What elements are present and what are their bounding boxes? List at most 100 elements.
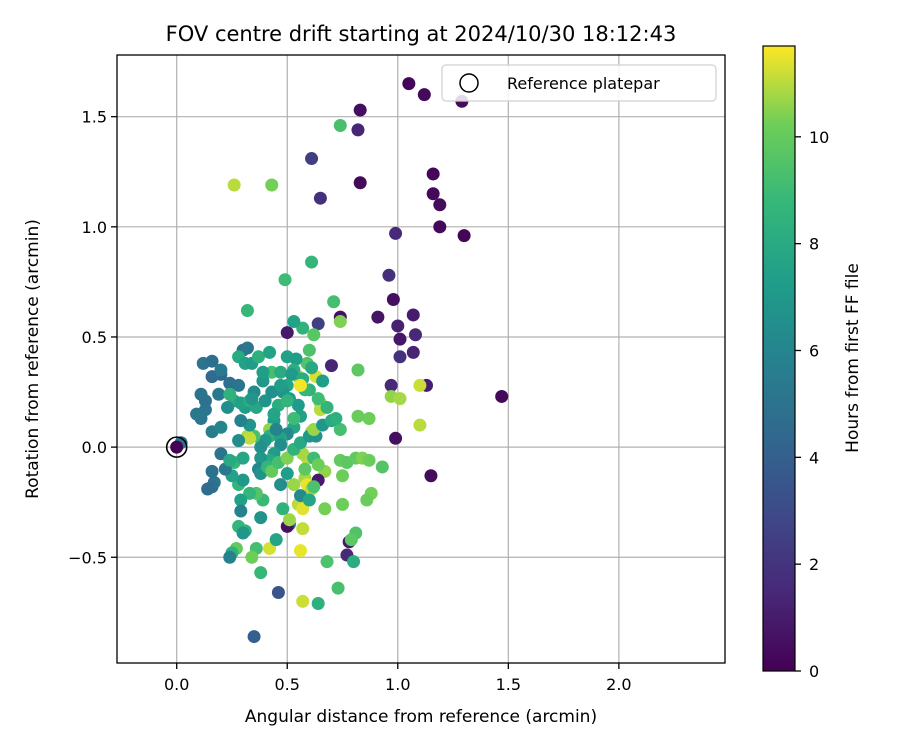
data-point xyxy=(276,502,290,516)
legend-box xyxy=(441,64,717,102)
data-point xyxy=(269,422,283,436)
data-point xyxy=(320,400,334,414)
data-point xyxy=(324,359,338,373)
data-point xyxy=(351,123,365,137)
data-point xyxy=(236,526,250,540)
data-point xyxy=(232,434,246,448)
data-point xyxy=(408,328,422,342)
x-axis-label: Angular distance from reference (arcmin) xyxy=(245,707,597,727)
data-point xyxy=(223,550,237,564)
data-point xyxy=(240,304,254,318)
data-point xyxy=(417,88,431,102)
colorbar-tick-label: 2 xyxy=(809,555,819,574)
data-point xyxy=(234,504,248,518)
data-point xyxy=(320,555,334,569)
data-point xyxy=(227,178,241,192)
data-point xyxy=(258,394,272,408)
data-point xyxy=(311,392,325,406)
data-point xyxy=(294,436,308,450)
data-point xyxy=(280,326,294,340)
y-axis-label: Rotation from reference (arcmin) xyxy=(23,219,43,499)
data-point xyxy=(351,363,365,377)
data-point xyxy=(205,354,219,368)
data-point xyxy=(289,352,303,366)
data-point xyxy=(311,458,325,472)
data-point xyxy=(296,594,310,608)
data-point xyxy=(353,176,367,190)
scatter-points xyxy=(174,77,509,644)
legend-open-circle-icon xyxy=(459,73,479,93)
colorbar-tick-label: 10 xyxy=(809,128,829,147)
data-point xyxy=(254,511,268,525)
data-point xyxy=(287,315,301,329)
colorbar-gradient xyxy=(762,45,796,672)
data-point xyxy=(291,398,305,412)
data-point xyxy=(313,191,327,205)
data-point xyxy=(232,378,246,392)
data-point xyxy=(265,385,279,399)
data-point xyxy=(426,187,440,201)
data-point xyxy=(265,178,279,192)
data-point xyxy=(294,544,308,558)
data-point xyxy=(371,310,385,324)
data-point xyxy=(245,550,259,564)
data-point xyxy=(243,486,257,500)
x-tick-label: 0.5 xyxy=(275,675,300,694)
colorbar-tick-label: 8 xyxy=(809,235,819,254)
reference-marker xyxy=(165,436,188,458)
data-point xyxy=(274,378,288,392)
data-point xyxy=(247,630,261,644)
data-point xyxy=(386,293,400,307)
data-point xyxy=(433,198,447,212)
data-point xyxy=(212,387,226,401)
data-point xyxy=(205,370,219,384)
data-point xyxy=(214,447,228,461)
data-point xyxy=(351,409,365,423)
data-point xyxy=(307,480,321,494)
data-point xyxy=(331,581,345,595)
data-point xyxy=(406,345,420,359)
data-point xyxy=(274,365,288,379)
data-point xyxy=(413,418,427,432)
data-point xyxy=(254,566,268,580)
data-point xyxy=(302,343,316,357)
data-point xyxy=(329,411,343,425)
data-point xyxy=(214,363,228,377)
data-point xyxy=(278,273,292,287)
data-point xyxy=(280,451,294,465)
data-point xyxy=(245,392,259,406)
data-point xyxy=(305,361,319,375)
data-point xyxy=(287,411,301,425)
data-point xyxy=(265,464,279,478)
data-point xyxy=(285,367,299,381)
data-point xyxy=(336,497,350,511)
colorbar-ticks: 0 2 4 6 8 10 xyxy=(795,128,829,681)
data-point xyxy=(333,118,347,132)
data-point xyxy=(353,103,367,117)
colorbar-tick-label: 0 xyxy=(809,662,819,681)
data-point xyxy=(333,422,347,436)
data-point xyxy=(360,493,374,507)
data-point xyxy=(280,467,294,481)
data-point xyxy=(393,332,407,346)
data-point xyxy=(433,220,447,234)
data-point xyxy=(254,440,268,454)
data-point xyxy=(424,469,438,483)
y-axis-ticks: −0.5 0.0 0.5 1.0 1.5 xyxy=(68,108,117,567)
data-point xyxy=(393,392,407,406)
data-point xyxy=(426,167,440,181)
data-point xyxy=(336,469,350,483)
data-point xyxy=(393,350,407,364)
data-point xyxy=(389,226,403,240)
chart-title: FOV centre drift starting at 2024/10/30 … xyxy=(166,22,677,46)
data-point xyxy=(263,541,277,555)
grid-lines xyxy=(117,55,725,663)
reference-point xyxy=(170,440,184,454)
data-point xyxy=(287,478,301,492)
x-tick-label: 1.0 xyxy=(385,675,410,694)
data-point xyxy=(384,378,398,392)
data-point xyxy=(382,268,396,282)
y-tick-label: −0.5 xyxy=(68,548,107,567)
data-point xyxy=(327,295,341,309)
